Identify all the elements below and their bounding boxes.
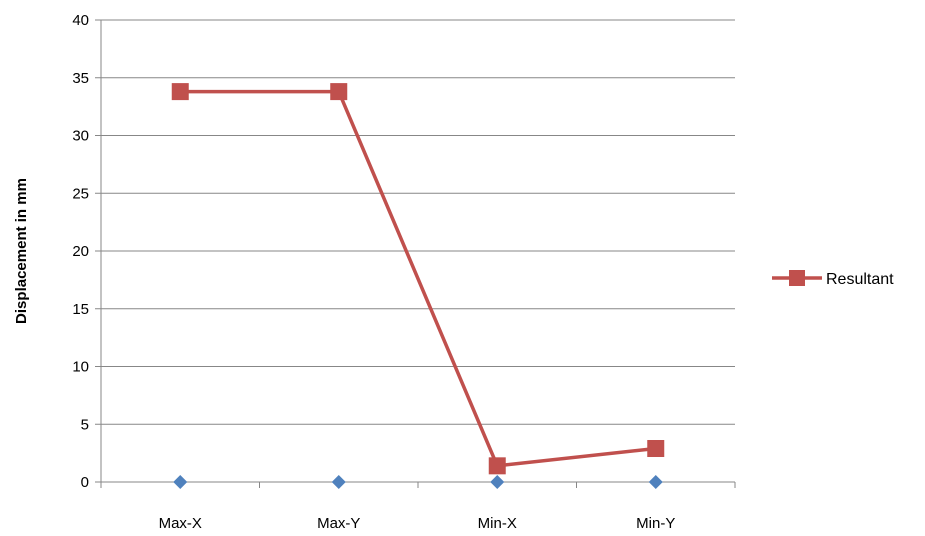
data-point: [173, 475, 188, 489]
gridlines: [101, 19, 735, 425]
y-tick-label: 10: [72, 359, 89, 376]
data-point: [330, 83, 348, 101]
y-tick-label: 15: [72, 301, 89, 318]
axes: [95, 19, 736, 488]
x-tick-label: Min-X: [478, 515, 517, 532]
x-tick-labels: Max-X Max-Y Min-X Min-Y: [159, 515, 676, 532]
series-layer: [171, 83, 665, 489]
legend: Resultant: [772, 270, 894, 288]
y-tick-label: 20: [72, 243, 89, 260]
x-tick-label: Max-Y: [317, 515, 360, 532]
series-line: [180, 89, 656, 468]
data-point: [331, 475, 346, 489]
y-tick-label: 0: [81, 474, 89, 491]
data-point: [647, 440, 665, 458]
y-tick-label: 5: [81, 416, 89, 433]
x-tick-label: Max-X: [159, 515, 202, 532]
legend-label: Resultant: [826, 271, 894, 288]
data-point: [648, 475, 663, 489]
series-unnamed-0: [173, 475, 663, 489]
y-axis-title: Displacement in mm: [13, 178, 30, 324]
y-tick-label: 25: [72, 185, 89, 202]
data-point: [490, 475, 505, 489]
series-resultant: [171, 83, 665, 475]
data-point: [488, 457, 506, 475]
data-point: [171, 83, 189, 101]
y-tick-label: 40: [72, 12, 89, 29]
legend-entry: Resultant: [772, 270, 894, 288]
x-tick-label: Min-Y: [636, 515, 675, 532]
y-tick-label: 30: [72, 128, 89, 145]
y-tick-label: 35: [72, 70, 89, 87]
legend-marker: [789, 270, 805, 286]
y-tick-labels: 0 5 10 15 20 25 30 35 40: [72, 12, 89, 491]
